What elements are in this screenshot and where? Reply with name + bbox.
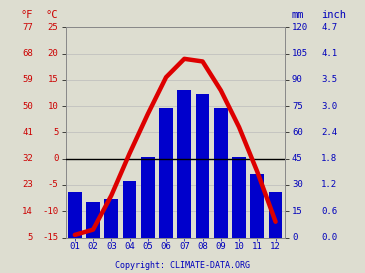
Text: 77: 77 xyxy=(22,23,33,32)
Text: 68: 68 xyxy=(22,49,33,58)
Bar xyxy=(104,199,118,238)
Text: 59: 59 xyxy=(22,75,33,84)
Text: inch: inch xyxy=(321,10,346,20)
Text: 15: 15 xyxy=(292,207,303,216)
Text: 3.0: 3.0 xyxy=(321,102,337,111)
Text: 0.6: 0.6 xyxy=(321,207,337,216)
Bar xyxy=(177,90,191,238)
Text: 5: 5 xyxy=(27,233,33,242)
Bar xyxy=(141,157,155,238)
Text: 20: 20 xyxy=(48,49,58,58)
Text: 75: 75 xyxy=(292,102,303,111)
Text: mm: mm xyxy=(292,10,304,20)
Text: 60: 60 xyxy=(292,128,303,137)
Text: -5: -5 xyxy=(48,180,58,189)
Text: °C: °C xyxy=(46,10,58,20)
Text: °F: °F xyxy=(20,10,33,20)
Text: 14: 14 xyxy=(22,207,33,216)
Bar xyxy=(269,192,283,238)
Text: 1.8: 1.8 xyxy=(321,154,337,163)
Text: 90: 90 xyxy=(292,75,303,84)
Text: 120: 120 xyxy=(292,23,308,32)
Bar xyxy=(232,157,246,238)
Text: 30: 30 xyxy=(292,180,303,189)
Text: 10: 10 xyxy=(48,102,58,111)
Text: Copyright: CLIMATE-DATA.ORG: Copyright: CLIMATE-DATA.ORG xyxy=(115,261,250,270)
Bar xyxy=(86,203,100,238)
Text: 0: 0 xyxy=(53,154,58,163)
Text: 15: 15 xyxy=(48,75,58,84)
Text: 25: 25 xyxy=(48,23,58,32)
Text: 3.5: 3.5 xyxy=(321,75,337,84)
Text: 0: 0 xyxy=(292,233,297,242)
Text: 1.2: 1.2 xyxy=(321,180,337,189)
Text: 2.4: 2.4 xyxy=(321,128,337,137)
Text: 105: 105 xyxy=(292,49,308,58)
Text: 5: 5 xyxy=(53,128,58,137)
Bar xyxy=(250,174,264,238)
Text: 23: 23 xyxy=(22,180,33,189)
Bar xyxy=(214,108,228,238)
Text: -15: -15 xyxy=(42,233,58,242)
Text: 4.7: 4.7 xyxy=(321,23,337,32)
Bar xyxy=(68,192,82,238)
Text: 45: 45 xyxy=(292,154,303,163)
Bar xyxy=(159,108,173,238)
Bar xyxy=(123,182,137,238)
Text: -10: -10 xyxy=(42,207,58,216)
Text: 4.1: 4.1 xyxy=(321,49,337,58)
Bar xyxy=(196,94,210,238)
Text: 50: 50 xyxy=(22,102,33,111)
Text: 41: 41 xyxy=(22,128,33,137)
Text: 32: 32 xyxy=(22,154,33,163)
Text: 0.0: 0.0 xyxy=(321,233,337,242)
